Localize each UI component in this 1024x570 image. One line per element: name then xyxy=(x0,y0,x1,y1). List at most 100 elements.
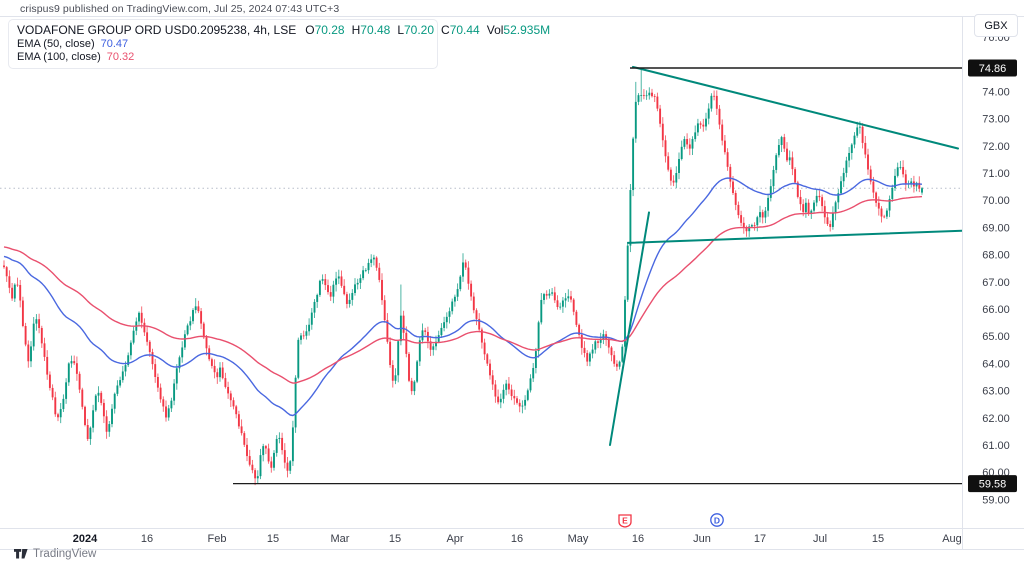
candle-body xyxy=(540,299,543,323)
candle-body xyxy=(737,204,740,216)
candle-body xyxy=(16,284,19,286)
candle-body xyxy=(362,270,365,279)
candle-body xyxy=(310,312,313,325)
candle-body xyxy=(745,227,748,232)
candle-body xyxy=(78,373,81,390)
candle-body xyxy=(351,292,354,300)
candle-body xyxy=(748,226,751,232)
candle-body xyxy=(364,270,367,271)
candle-body xyxy=(640,95,643,96)
earnings-marker-icon[interactable]: E xyxy=(618,514,632,528)
price-axis[interactable]: 59.0060.0061.0062.0063.0064.0065.0066.00… xyxy=(968,32,1017,506)
candle-body xyxy=(826,217,829,225)
candle-body xyxy=(505,383,508,390)
candle-body xyxy=(837,193,840,203)
price-tick-label: 66.00 xyxy=(982,304,1010,316)
candle-body xyxy=(834,202,837,214)
candle-body xyxy=(626,245,629,300)
candle-body xyxy=(507,383,510,390)
candle-body xyxy=(675,172,678,183)
time-tick-label: Mar xyxy=(331,533,350,545)
candle-body xyxy=(799,196,802,205)
candle-body xyxy=(869,169,872,182)
trendline-2[interactable] xyxy=(627,229,963,244)
candle-body xyxy=(259,455,262,477)
candle-body xyxy=(559,306,562,308)
candle-body xyxy=(370,259,373,263)
legend[interactable]: VODAFONE GROUP ORD USD0.2095238, 4h, LSE… xyxy=(8,19,550,69)
candle-body xyxy=(551,292,554,294)
candle-body xyxy=(588,353,591,362)
candle-body xyxy=(410,380,413,392)
plot-area[interactable] xyxy=(0,65,963,486)
ema50-value: 70.47 xyxy=(100,38,129,50)
candle-body xyxy=(424,330,427,332)
time-tick-label: Apr xyxy=(446,533,463,545)
price-axis-currency-button[interactable]: GBX xyxy=(974,14,1018,37)
candle-body xyxy=(183,334,186,348)
candle-body xyxy=(405,332,408,354)
candle-body xyxy=(459,276,462,290)
tradingview-attribution[interactable]: TradingView xyxy=(14,548,96,560)
price-tick-label: 68.00 xyxy=(982,250,1010,262)
ema100-legend-row: EMA (100, close) 70.32 xyxy=(17,51,429,64)
candle-body xyxy=(275,438,278,453)
candle-body xyxy=(378,267,381,280)
candle-body xyxy=(651,92,653,97)
candle-body xyxy=(853,135,856,145)
candle-body xyxy=(318,280,321,295)
candle-body xyxy=(489,363,491,376)
candle-body xyxy=(448,311,451,317)
candle-body xyxy=(904,174,907,185)
candle-body xyxy=(815,195,818,203)
candle-body xyxy=(867,154,869,170)
candle-body xyxy=(62,398,65,410)
candle-body xyxy=(575,311,578,325)
candle-body xyxy=(194,306,197,311)
candle-body xyxy=(67,363,70,383)
time-axis[interactable]: 2024 16 Feb 15 Mar 15 Apr 16 May 16 Jun 17 Jul 15 Aug xyxy=(73,533,962,545)
candle-body xyxy=(116,385,119,394)
candle-body xyxy=(686,139,689,145)
candle-body xyxy=(921,188,923,193)
candle-body xyxy=(408,353,410,381)
candle-body xyxy=(456,289,459,297)
price-badge-bg xyxy=(968,59,1017,77)
trendline-1[interactable] xyxy=(632,65,959,150)
price-tick-label: 62.00 xyxy=(982,413,1010,425)
candle-body xyxy=(383,300,386,321)
candle-body xyxy=(291,427,294,462)
publish-header: crispus9 published on TradingView.com, J… xyxy=(0,0,1024,17)
high-label: H xyxy=(351,23,361,37)
candle-body xyxy=(804,202,807,213)
ema100-line xyxy=(3,195,923,384)
candle-body xyxy=(632,138,635,191)
candle-body xyxy=(564,298,567,301)
candle-body xyxy=(483,342,486,355)
candle-body xyxy=(840,181,842,194)
candle-body xyxy=(443,322,446,328)
candle-body xyxy=(726,152,729,167)
candle-body xyxy=(618,361,621,367)
candle-body xyxy=(73,361,76,364)
candle-body xyxy=(440,327,443,336)
candle-body xyxy=(470,283,473,297)
high-value: 70.48 xyxy=(360,23,391,37)
candle-body xyxy=(386,320,389,342)
candle-body xyxy=(302,335,305,337)
candle-body xyxy=(861,126,864,143)
candle-body xyxy=(529,378,532,391)
candle-body xyxy=(94,395,97,411)
price-tick-label: 63.00 xyxy=(982,386,1010,398)
candle-body xyxy=(70,361,73,364)
candle-body xyxy=(389,341,392,365)
candle-body xyxy=(283,450,286,463)
trendline-3[interactable] xyxy=(609,211,650,446)
candle-body xyxy=(848,152,851,161)
dividends-marker-icon[interactable]: D xyxy=(710,513,724,527)
candle-body xyxy=(721,124,724,141)
candle-body xyxy=(24,326,27,345)
candle-body xyxy=(702,124,705,127)
candle-body xyxy=(151,352,154,365)
